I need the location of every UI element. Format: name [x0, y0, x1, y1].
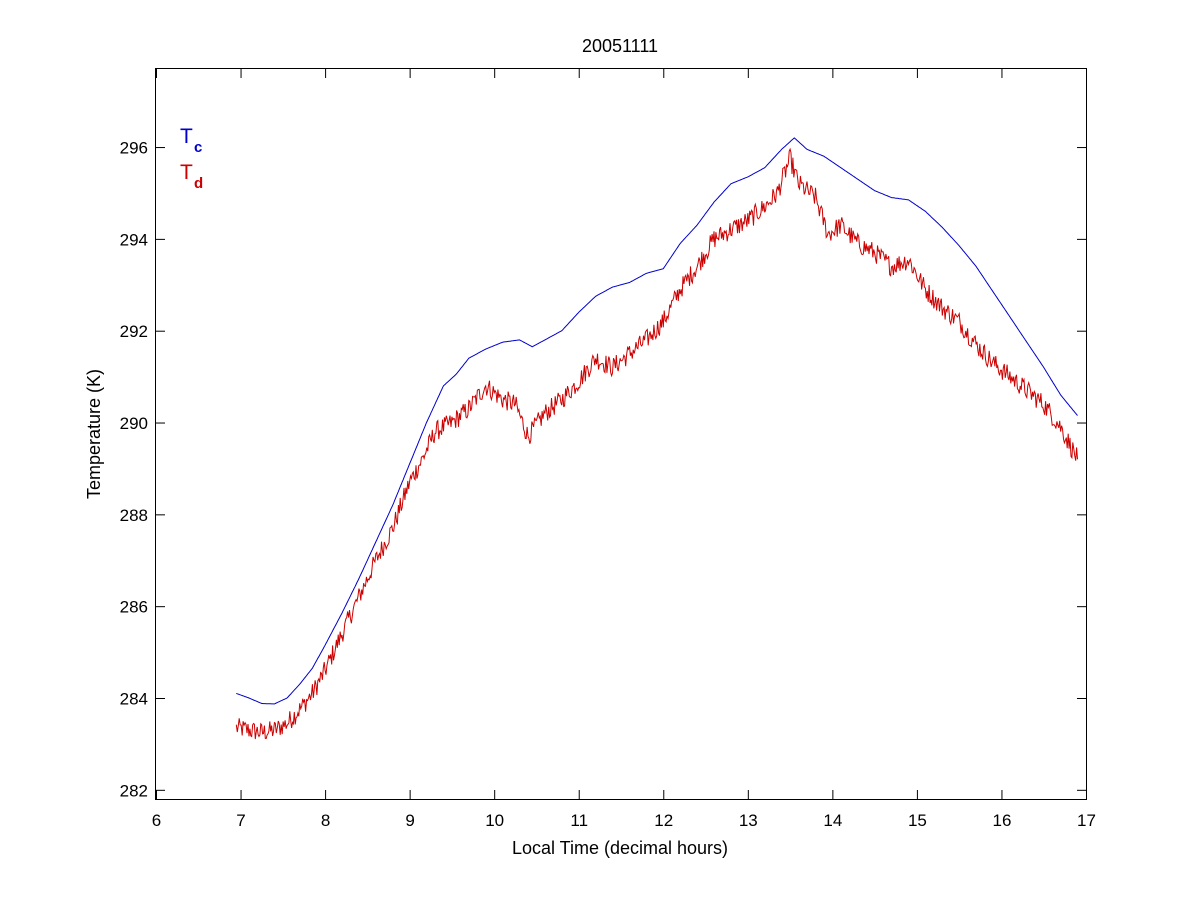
x-tick-label: 15 [908, 811, 927, 830]
x-tick-label: 14 [823, 811, 842, 830]
x-axis-ticks: 6 7 8 9 10 11 12 13 14 15 16 17 [152, 69, 1096, 830]
y-tick-label: 282 [120, 781, 148, 800]
chart-title: 20051111 [582, 36, 658, 56]
x-tick-label: 6 [152, 811, 161, 830]
x-tick-label: 12 [654, 811, 673, 830]
y-tick-label: 292 [120, 322, 148, 341]
y-tick-label: 296 [120, 139, 148, 158]
legend-entry-subscript: c [194, 139, 202, 156]
x-axis-title: Local Time (decimal hours) [512, 838, 728, 858]
y-tick-label: 288 [120, 506, 148, 525]
plot-area: 6 7 8 9 10 11 12 13 14 15 16 17 2822842862882902922… [120, 68, 1096, 830]
y-tick-label: 290 [120, 414, 148, 433]
y-tick-label: 284 [120, 689, 148, 708]
x-tick-label: 9 [405, 811, 414, 830]
y-axis-title: Temperature (K) [84, 369, 104, 499]
series-line-d [235, 147, 1078, 740]
x-tick-label: 16 [992, 811, 1011, 830]
x-tick-label: 13 [739, 811, 758, 830]
axes-frame [155, 68, 1087, 800]
x-tick-label: 17 [1077, 811, 1096, 830]
y-tick-label: 294 [120, 230, 148, 249]
x-tick-label: 7 [236, 811, 245, 830]
series-layer [235, 137, 1078, 740]
y-tick-label: 286 [120, 598, 148, 617]
x-tick-label: 11 [570, 811, 588, 830]
legend-entry-subscript: d [194, 175, 203, 192]
y-axis-ticks: 282 284 286 288 290 292 294 296 [120, 139, 1086, 800]
x-tick-label: 10 [485, 811, 504, 830]
x-tick-label: 8 [321, 811, 330, 830]
legend-entry-c: T [180, 125, 193, 148]
legend-entry-d: T [180, 161, 193, 184]
series-line-c [236, 137, 1078, 705]
